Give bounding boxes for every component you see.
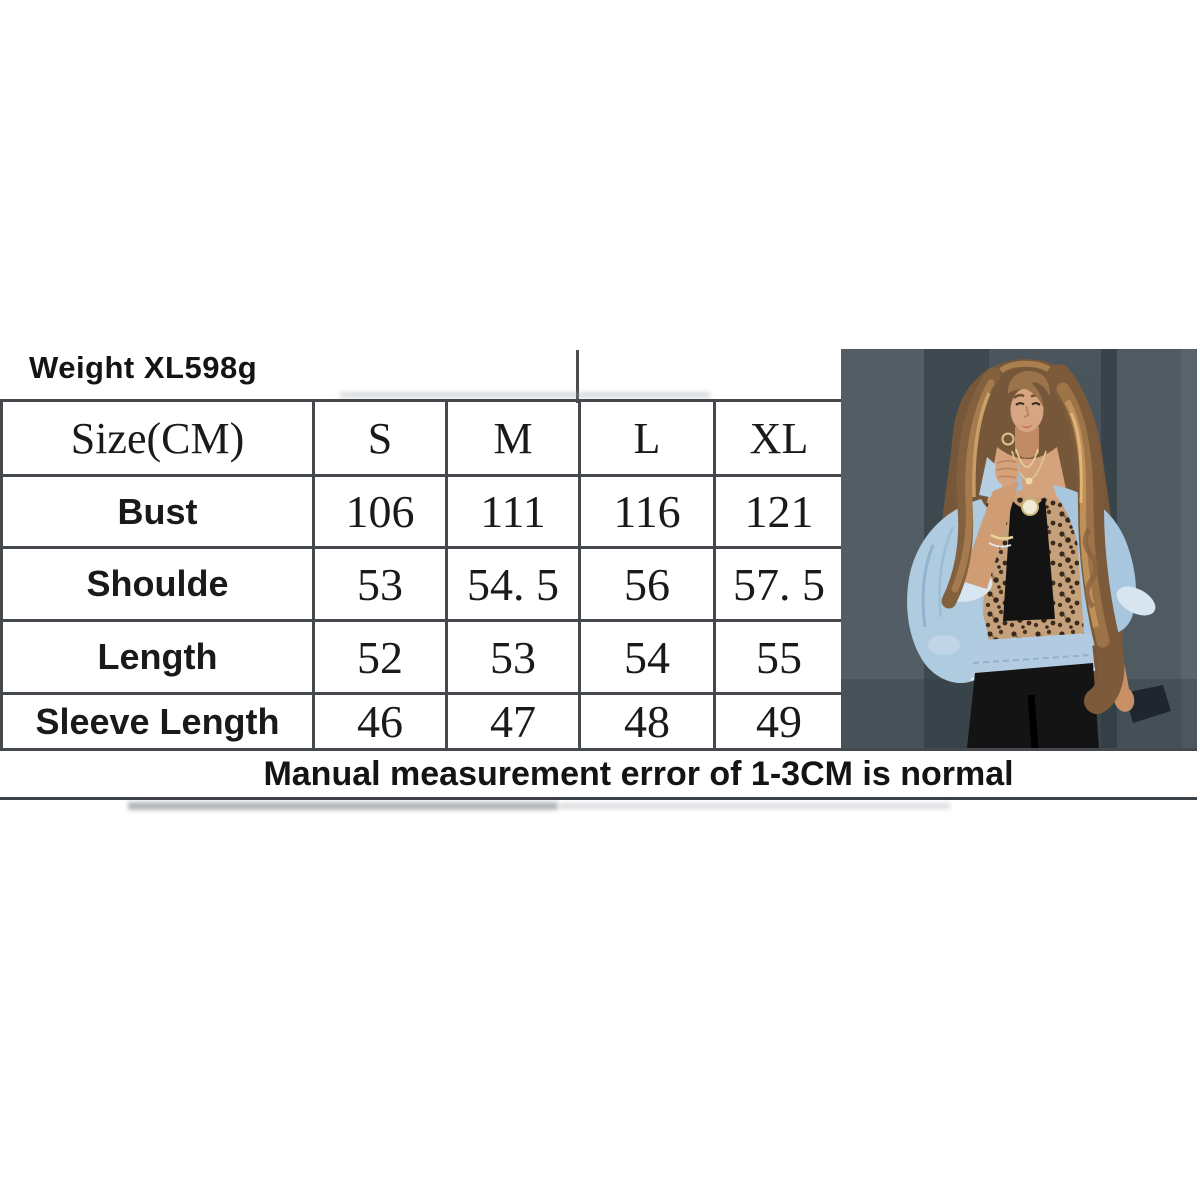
cell-length-s: 52 xyxy=(312,619,448,695)
cell-sleeve-s: 46 xyxy=(312,692,448,751)
row-label-sleeve-length: Sleeve Length xyxy=(0,692,315,751)
cell-shoulder-l: 56 xyxy=(578,546,716,622)
scan-smudge-bottom xyxy=(128,802,558,810)
header-cell-size-cm: Size(CM) xyxy=(0,399,315,477)
row-label-shoulder: Shoulde xyxy=(0,546,315,622)
header-row: Size(CM) S M L XL xyxy=(0,399,845,477)
model-face xyxy=(1001,371,1051,446)
cell-length-l: 54 xyxy=(578,619,716,695)
header-cell-s: S xyxy=(312,399,448,477)
size-table: Size(CM) S M L XL Bust 106 111 116 121 S… xyxy=(0,399,845,751)
cell-shoulder-s: 53 xyxy=(312,546,448,622)
cell-shoulder-xl: 57. 5 xyxy=(713,546,845,622)
cell-length-m: 53 xyxy=(445,619,581,695)
measurement-note: Manual measurement error of 1-3CM is nor… xyxy=(0,748,1197,800)
scan-smudge-bottom-faint xyxy=(560,803,950,809)
table-row-sleeve-length: Sleeve Length 46 47 48 49 xyxy=(0,692,845,751)
row-label-bust: Bust xyxy=(0,474,315,549)
black-pants xyxy=(967,663,1099,748)
cell-bust-m: 111 xyxy=(445,474,581,549)
cell-bust-l: 116 xyxy=(578,474,716,549)
cell-length-xl: 55 xyxy=(713,619,845,695)
cell-bust-xl: 121 xyxy=(713,474,845,549)
cell-shoulder-m: 54. 5 xyxy=(445,546,581,622)
table-row-length: Length 52 53 54 55 xyxy=(0,619,845,695)
model-hair-front xyxy=(941,360,1125,714)
cell-sleeve-m: 47 xyxy=(445,692,581,751)
header-cell-m: M xyxy=(445,399,581,477)
column-divider-tick xyxy=(576,350,579,403)
table-row-bust: Bust 106 111 116 121 xyxy=(0,474,845,549)
product-photo-illustration xyxy=(841,349,1197,748)
product-photo xyxy=(841,349,1197,748)
cell-sleeve-xl: 49 xyxy=(713,692,845,751)
earring xyxy=(1001,432,1015,446)
header-cell-xl: XL xyxy=(713,399,845,477)
black-tank-top xyxy=(1003,497,1055,621)
scan-smudge-top xyxy=(340,392,710,398)
header-cell-l: L xyxy=(578,399,716,477)
weight-label: Weight XL598g xyxy=(29,350,258,385)
model-raised-arm-and-hand xyxy=(961,456,1019,589)
cell-sleeve-l: 48 xyxy=(578,692,716,751)
cell-bust-s: 106 xyxy=(312,474,448,549)
row-label-length: Length xyxy=(0,619,315,695)
table-row-shoulder: Shoulde 53 54. 5 56 57. 5 xyxy=(0,546,845,622)
